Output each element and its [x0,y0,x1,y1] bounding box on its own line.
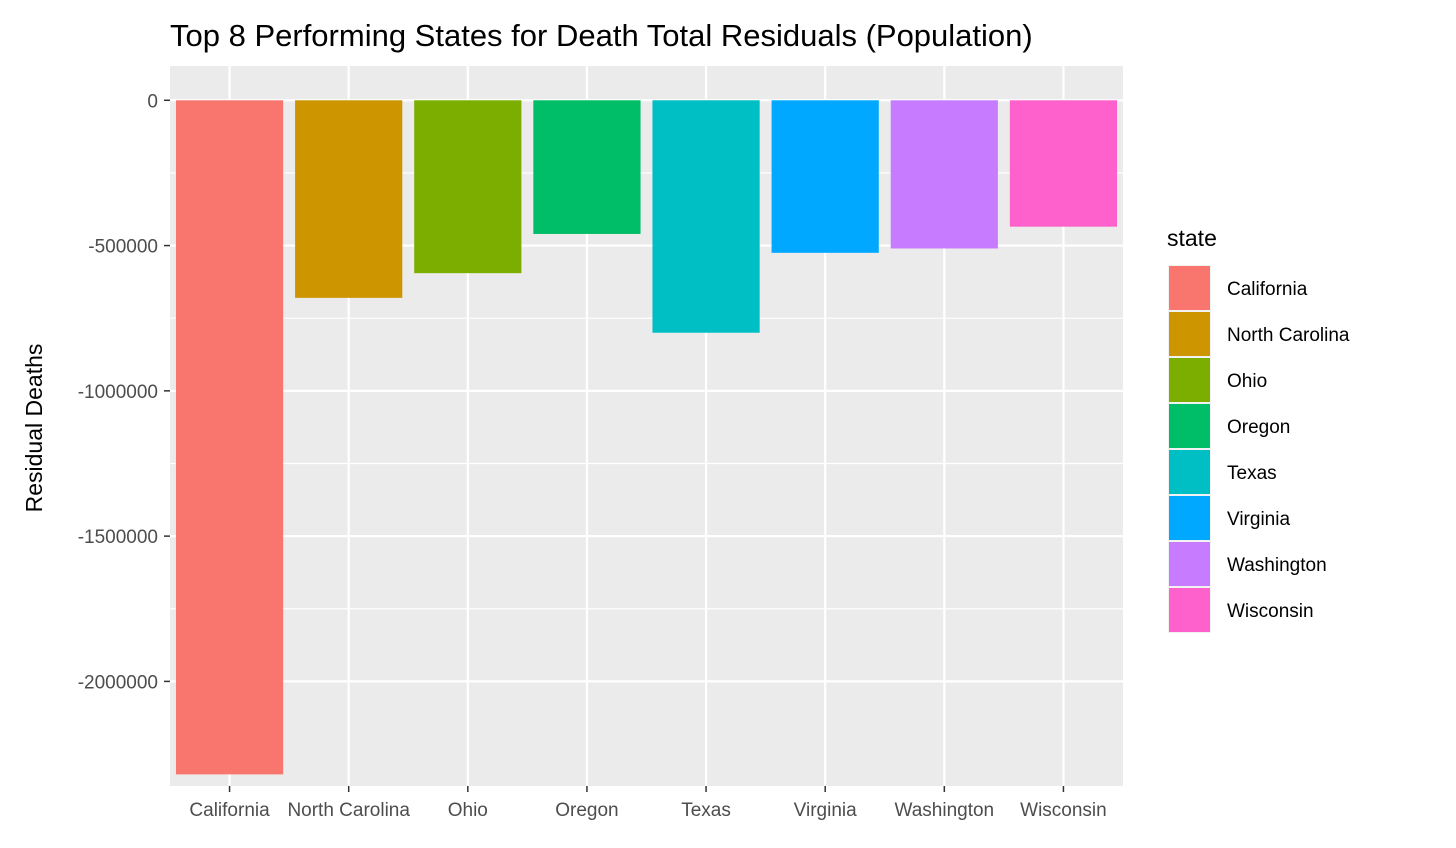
y-axis-title: Residual Deaths [21,344,47,513]
bar-ohio [414,100,522,274]
legend-swatch [1169,312,1210,356]
bar-virginia [771,100,879,253]
y-tick-label: 0 [147,91,158,112]
legend-swatch [1169,404,1210,448]
legend: state California North Carolina Ohio Oregon… [1167,225,1350,633]
y-tick-label: -1000000 [78,382,158,403]
legend-label: Texas [1227,463,1277,484]
legend-swatch [1169,542,1210,586]
bar-north-carolina [295,100,403,298]
bar-texas [652,100,760,333]
legend-label: North Carolina [1227,325,1350,346]
bar-washington [890,100,998,249]
y-tick-label: -1500000 [78,527,158,548]
legend-label: California [1227,279,1308,300]
x-tick-label: Ohio [448,800,488,821]
x-tick-label: North Carolina [287,800,410,821]
legend-swatch [1169,588,1210,632]
legend-items: California North Carolina Ohio Oregon Texas V… [1168,265,1350,633]
y-tick-label: -500000 [88,237,158,258]
x-tick-label: Virginia [794,800,857,821]
x-axis: California North Carolina Ohio Oregon Texas V… [189,786,1107,821]
x-tick-label: Washington [894,800,994,821]
plot-panel [170,66,1123,786]
x-tick-label: Texas [681,800,731,821]
bar-oregon [533,100,641,234]
x-tick-label: Wisconsin [1020,800,1107,821]
legend-swatch [1169,266,1210,310]
legend-swatch [1169,496,1210,540]
legend-label: Virginia [1227,509,1290,530]
legend-title: state [1167,225,1217,251]
bar-wisconsin [1009,100,1118,227]
legend-label: Washington [1227,555,1327,576]
legend-label: Oregon [1227,417,1290,438]
legend-swatch [1169,358,1210,402]
legend-swatch [1169,450,1210,494]
legend-label: Ohio [1227,371,1267,392]
chart-title: Top 8 Performing States for Death Total … [170,18,1033,53]
y-axis: 0 -500000 -1000000 -1500000 -2000000 [78,91,170,693]
x-tick-label: Oregon [555,800,618,821]
bars [175,100,1118,775]
bar-california [175,100,284,775]
y-tick-label: -2000000 [78,672,158,693]
legend-label: Wisconsin [1227,601,1314,622]
x-tick-label: California [189,800,270,821]
